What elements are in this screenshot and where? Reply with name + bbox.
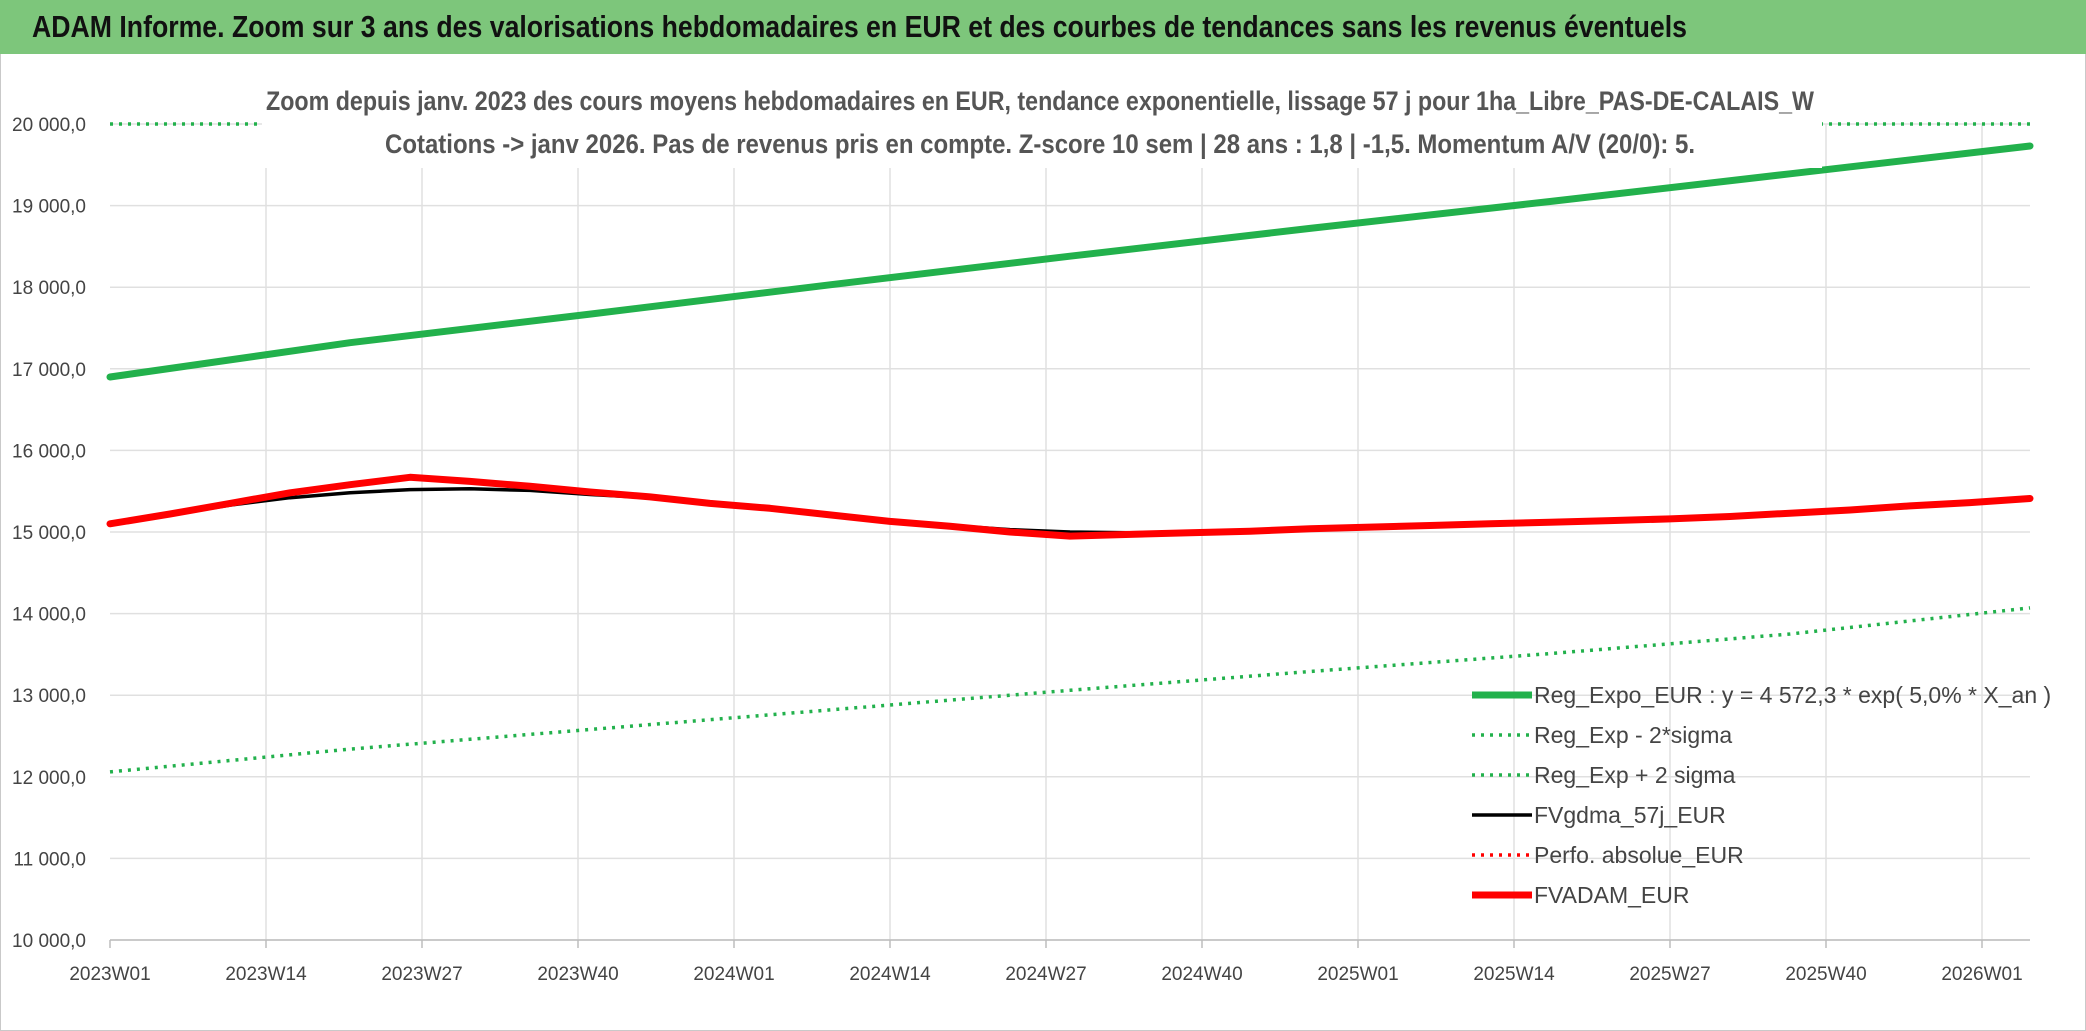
legend-label-0: Reg_Expo_EUR : y = 4 572,3 * exp( 5,0% *… (1534, 682, 2051, 708)
chart-title-line-1: Zoom depuis janv. 2023 des cours moyens … (266, 86, 1814, 116)
header-banner: ADAM Informe. Zoom sur 3 ans des valoris… (0, 0, 2086, 54)
y-tick-label: 15 000,0 (12, 523, 86, 544)
series-line-1 (109, 606, 2031, 774)
y-tick-label: 20 000,0 (12, 115, 86, 136)
y-tick-label: 17 000,0 (12, 360, 86, 381)
legend: Reg_Expo_EUR : y = 4 572,3 * exp( 5,0% *… (1472, 682, 2051, 908)
x-tick-label: 2023W01 (69, 964, 150, 985)
x-tick-label: 2025W01 (1317, 964, 1398, 985)
y-tick-label: 10 000,0 (12, 931, 86, 952)
x-tick-label: 2025W27 (1629, 964, 1710, 985)
x-tick-label: 2024W40 (1161, 964, 1242, 985)
y-axis: 10 000,0 11 000,0 12 000,0 13 000,0 14 000,0… (12, 115, 86, 952)
series-lines (106, 122, 2034, 774)
x-tick-label: 2026W01 (1941, 964, 2022, 985)
y-tick-label: 14 000,0 (12, 605, 86, 626)
x-tick-label: 2023W14 (225, 964, 307, 985)
x-axis: 2023W01 2023W14 2023W27 2023W40 2024W01 2024W… (69, 939, 2030, 985)
legend-label-2: Reg_Exp + 2 sigma (1534, 762, 1736, 788)
x-tick-label: 2024W01 (693, 964, 774, 985)
legend-label-3: FVgdma_57j_EUR (1534, 802, 1726, 828)
report-title: ADAM Informe. Zoom sur 3 ans des valoris… (32, 9, 1687, 44)
chart-title-block: Zoom depuis janv. 2023 des cours moyens … (262, 80, 1822, 168)
y-tick-label: 13 000,0 (12, 686, 86, 707)
x-tick-label: 2023W40 (537, 964, 618, 985)
series-line-5 (106, 473, 2034, 540)
chart-title-line-2: Cotations -> janv 2026. Pas de revenus p… (385, 129, 1695, 159)
x-tick-label: 2024W14 (849, 964, 931, 985)
x-tick-label: 2024W27 (1005, 964, 1086, 985)
series-line-0 (106, 142, 2034, 381)
y-tick-label: 18 000,0 (12, 278, 86, 299)
y-tick-label: 11 000,0 (13, 849, 86, 870)
x-tick-label: 2025W14 (1473, 964, 1555, 985)
y-tick-label: 19 000,0 (12, 197, 86, 218)
x-tick-label: 2023W27 (381, 964, 462, 985)
legend-label-4: Perfo. absolue_EUR (1534, 842, 1744, 868)
x-tick-label: 2025W40 (1785, 964, 1866, 985)
series-line-3 (108, 487, 2032, 535)
y-tick-label: 16 000,0 (12, 441, 86, 462)
y-tick-label: 12 000,0 (12, 768, 86, 789)
legend-label-5: FVADAM_EUR (1534, 882, 1690, 908)
legend-label-1: Reg_Exp - 2*sigma (1534, 722, 1732, 748)
chart-title-background (262, 80, 1822, 168)
